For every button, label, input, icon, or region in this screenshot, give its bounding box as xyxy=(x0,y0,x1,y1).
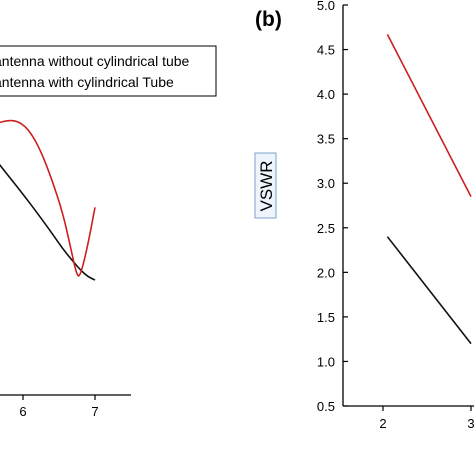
panel-b-y-tick-label: 1.0 xyxy=(317,354,335,369)
legend-entry-without-tube: antenna without cylindrical tube xyxy=(0,53,190,69)
panel-b-y-tick-label: 5.0 xyxy=(317,0,335,13)
legend-entry-with-tube: antenna with cylindrical Tube xyxy=(0,74,174,90)
panel-b-y-tick-label: 2.0 xyxy=(317,265,335,280)
panel-b-x-tick-label: 2 xyxy=(379,416,386,431)
panel-b-y-tick-label: 2.5 xyxy=(317,221,335,236)
panel-label: (b) xyxy=(255,8,282,31)
legend: antenna without cylindrical tube antenna… xyxy=(0,45,217,97)
panel-b-x-tick-label: 3 xyxy=(467,416,474,431)
panel-a-series-line-1 xyxy=(0,163,96,281)
panel-a-x-tick-label: 6 xyxy=(19,404,26,419)
panel-b-y-tick-label: 3.5 xyxy=(317,132,335,147)
legend-box xyxy=(0,45,217,97)
panel-b-series xyxy=(386,34,472,345)
panel-b-series-line-1 xyxy=(386,34,472,197)
panel-b-y-tick-label: 4.5 xyxy=(317,43,335,58)
y-axis-title-box xyxy=(254,152,277,219)
y-axis-label: VSWR xyxy=(257,161,276,212)
panel-a-series xyxy=(0,119,96,281)
panel-b-y-tick-label: 4.0 xyxy=(317,87,335,102)
panel-b-y-tick-label: 3.0 xyxy=(317,176,335,191)
panel-b-y-ticks: 0.5 1.0 1.5 2.0 2.5 3.0 3.5 4.0 4.5 5.0 xyxy=(317,0,348,414)
panel-a-x-tick-label: 7 xyxy=(91,404,98,419)
panel-b-series-line-2 xyxy=(386,236,472,345)
panel-a-series-line-2 xyxy=(0,119,96,277)
panel-b-y-tick-label: 1.5 xyxy=(317,310,335,325)
y-axis-title: VSWR xyxy=(254,152,277,219)
panel-b-y-tick-label: 0.5 xyxy=(317,399,335,414)
